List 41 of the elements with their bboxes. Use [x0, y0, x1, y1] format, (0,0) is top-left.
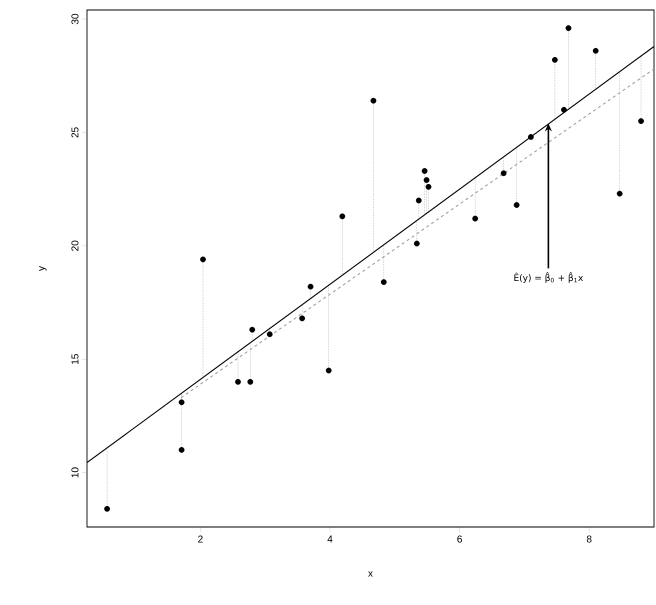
point: [616, 190, 623, 197]
point: [247, 378, 254, 385]
point: [424, 177, 430, 183]
point: [235, 378, 241, 385]
point: [416, 198, 422, 204]
point: [178, 447, 185, 453]
point: [299, 315, 306, 322]
point: [339, 213, 346, 220]
point: [308, 284, 314, 290]
point: [592, 48, 599, 54]
point: [380, 279, 387, 285]
point: [426, 184, 432, 190]
y-tick-label: 30: [71, 14, 78, 24]
point: [514, 202, 520, 208]
point: [200, 256, 206, 262]
point: [566, 25, 572, 32]
point: [249, 326, 256, 333]
x-tick-label: 2: [198, 536, 203, 542]
annotation: Ê(y) = β̂$_{0}$ + β̂$_{1}$x: [514, 272, 583, 283]
x-tick-label: 6: [457, 536, 462, 543]
x-tick-label: 4: [327, 536, 332, 542]
point: [104, 506, 110, 512]
point: [178, 399, 185, 406]
point: [422, 168, 428, 174]
point: [472, 216, 478, 222]
point: [638, 118, 644, 124]
y-tick-label: 20: [71, 240, 78, 251]
point: [561, 106, 567, 113]
point: [500, 170, 507, 176]
point: [326, 368, 332, 374]
point: [528, 134, 534, 140]
y-tick-label: 25: [71, 127, 78, 138]
point: [552, 56, 558, 63]
x-tick-label: 8: [586, 536, 592, 543]
y-tick-label: 10: [71, 467, 78, 478]
y-tick-label: 15: [72, 354, 78, 364]
x-axis-title: x: [368, 571, 373, 577]
point: [266, 331, 273, 338]
point: [414, 240, 420, 246]
point: [370, 98, 376, 104]
y-axis-title: y: [39, 266, 47, 271]
